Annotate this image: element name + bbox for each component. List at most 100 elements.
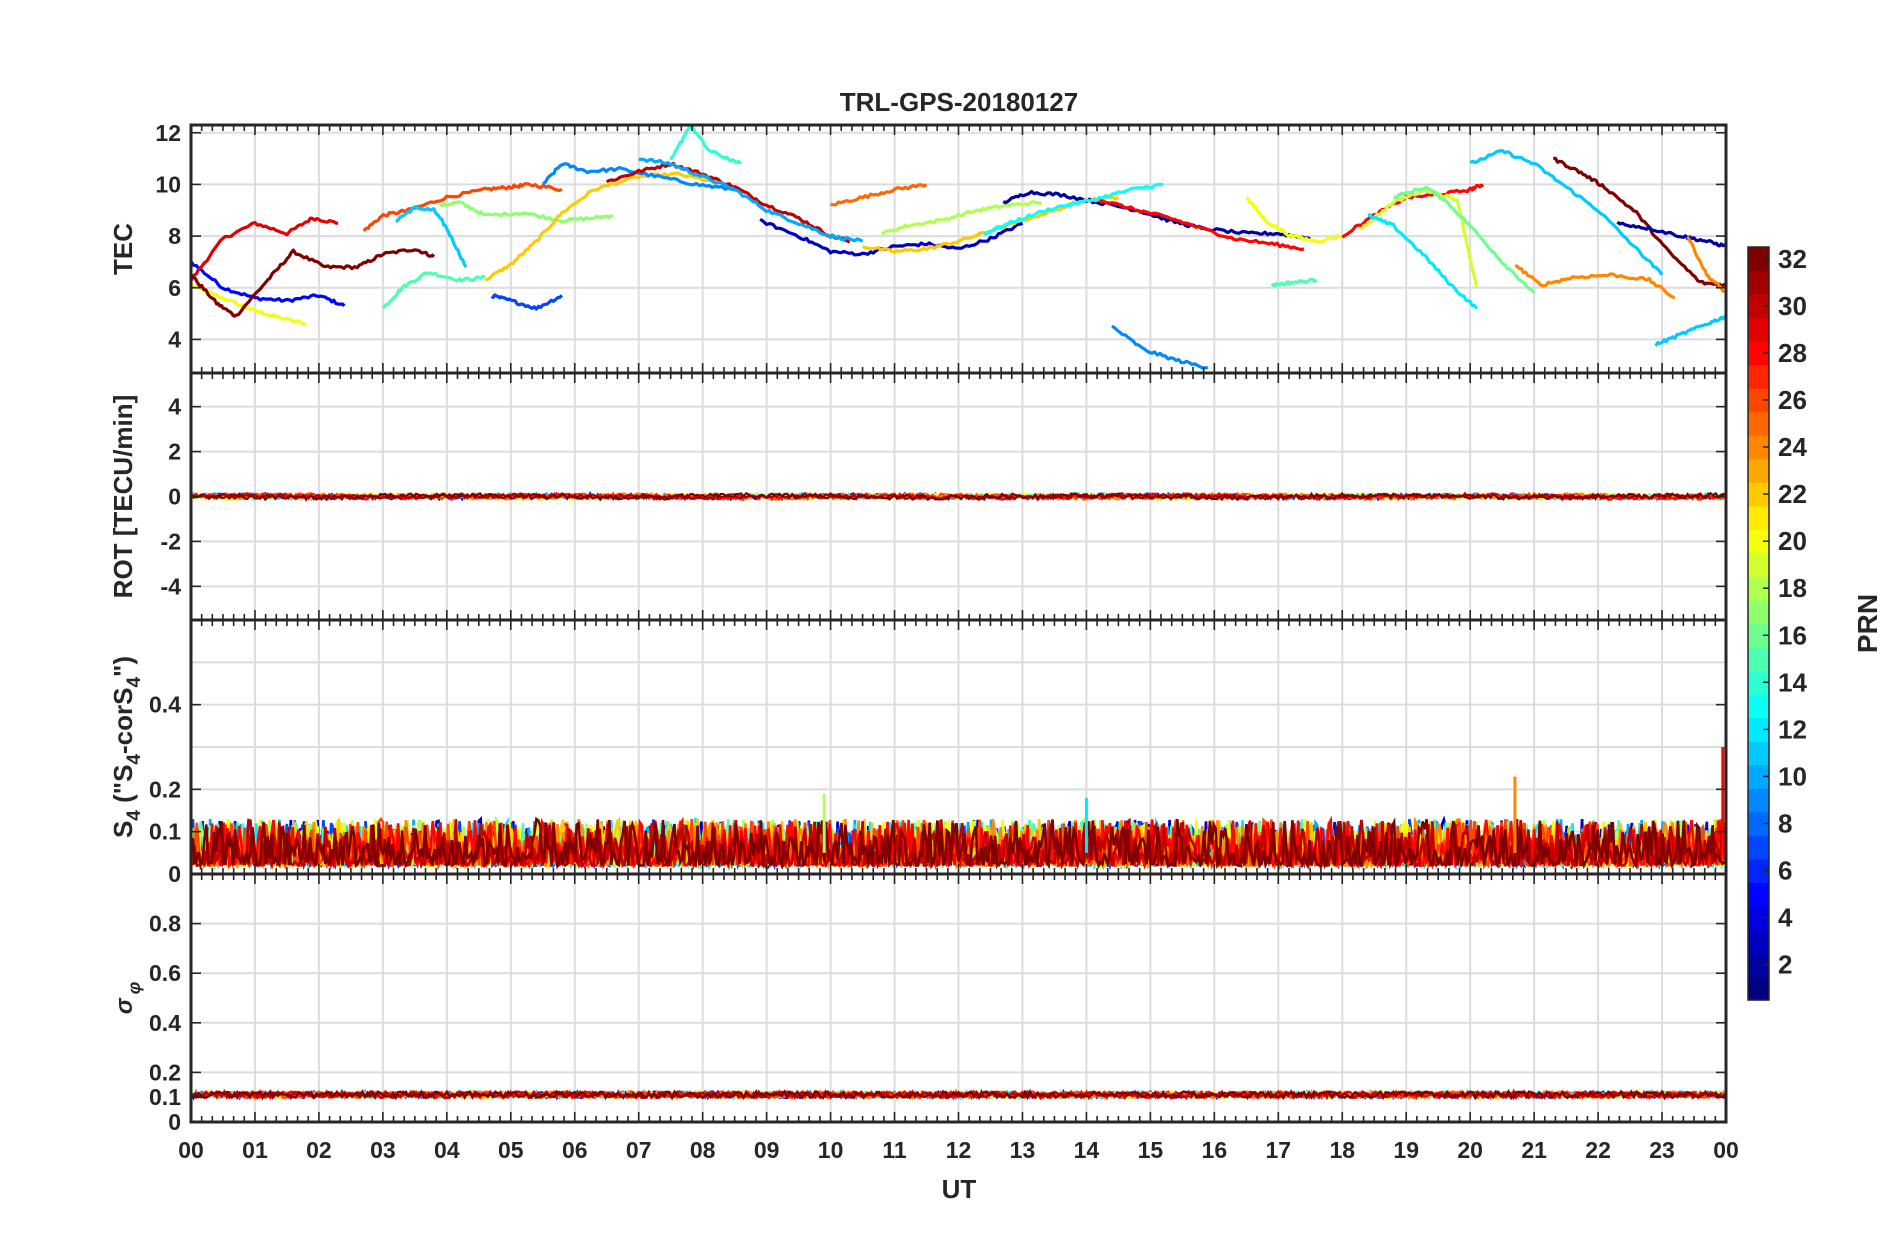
- tec-series-line: [983, 182, 1164, 236]
- colorbar-tick-label: 2: [1778, 950, 1792, 980]
- y-tick-label: 0.8: [149, 911, 181, 937]
- x-tick-label: 06: [562, 1137, 588, 1163]
- colorbar-segment: [1748, 458, 1769, 483]
- colorbar-frame: [1747, 246, 1770, 1001]
- y-tick-label: -2: [161, 528, 181, 554]
- y-axis-label: σφ: [111, 981, 144, 1014]
- tec-series-line: [1246, 196, 1343, 244]
- y-axis-label: ROT [TECU/min]: [108, 395, 138, 599]
- x-tick-label: 12: [946, 1137, 972, 1163]
- y-tick-label: 0: [168, 1109, 181, 1135]
- x-tick-label: 14: [1074, 1137, 1100, 1163]
- tec-series-line: [191, 260, 346, 308]
- tec-series-line: [830, 183, 928, 207]
- tec-series-line: [395, 205, 468, 268]
- colorbar-segment: [1748, 529, 1769, 554]
- colorbar-tick-label: 24: [1778, 432, 1807, 462]
- colorbar-segment: [1748, 882, 1769, 907]
- colorbar-tick-label: 16: [1778, 620, 1807, 650]
- colorbar-tick-label: 12: [1778, 714, 1807, 744]
- colorbar-segment: [1748, 552, 1769, 578]
- tec-series-line: [1360, 187, 1479, 289]
- tec-series-line: [638, 157, 864, 243]
- colorbar-segment: [1748, 764, 1769, 789]
- tec-series-line: [1111, 324, 1208, 370]
- colorbar-label: PRN: [1852, 594, 1883, 653]
- colorbar-tick-label: 8: [1778, 809, 1792, 839]
- colorbar-segment: [1748, 788, 1769, 813]
- tec-series-line: [191, 216, 339, 282]
- tec-series-line: [484, 171, 717, 282]
- x-tick-label: 13: [1010, 1137, 1036, 1163]
- tec-series-line: [605, 161, 850, 244]
- colorbar-segment: [1748, 929, 1769, 954]
- x-tick-label: 00: [178, 1137, 204, 1163]
- colorbar-segment: [1748, 670, 1769, 695]
- colorbar-segment: [1748, 717, 1769, 742]
- panel-frame: [189, 872, 1728, 1124]
- plot-area: [191, 491, 1726, 502]
- x-tick-label: 07: [626, 1137, 652, 1163]
- label-part: φ: [124, 981, 144, 994]
- x-tick-label: 16: [1202, 1137, 1228, 1163]
- plot-area: [191, 1088, 1726, 1101]
- tec-series-line: [1392, 185, 1536, 294]
- x-tick-label: 17: [1265, 1137, 1291, 1163]
- x-tick-label: 21: [1521, 1137, 1547, 1163]
- y-tick-label: 10: [155, 171, 181, 197]
- colorbar-tick-label: 22: [1778, 479, 1807, 509]
- tec-series-line: [1341, 183, 1485, 239]
- tec-series-line: [1514, 264, 1676, 300]
- minor-ticks: [190, 373, 1727, 620]
- plot-area: [191, 125, 1726, 370]
- colorbar-segment: [1748, 247, 1769, 272]
- y-axis-label: S4 ("S4-corS4"): [108, 656, 145, 838]
- tec-series-line: [1654, 314, 1726, 347]
- tec-series-line: [1469, 148, 1664, 276]
- tec-series-line: [439, 200, 614, 224]
- x-tick-label: 00: [1713, 1137, 1739, 1163]
- tec-series-line: [1616, 220, 1726, 248]
- colorbar-segment: [1748, 388, 1769, 413]
- x-tick-label: 08: [690, 1137, 716, 1163]
- colorbar-segment: [1748, 576, 1769, 601]
- minor-ticks: [190, 620, 1727, 875]
- colorbar-segment: [1748, 435, 1769, 460]
- panel-tec: 4 6 8 10 12 TEC: [108, 120, 1728, 375]
- plot-area: [191, 747, 1726, 871]
- label-part: 4: [124, 810, 145, 821]
- colorbar-tick-label: 4: [1778, 903, 1793, 933]
- colorbar-segment: [1748, 294, 1769, 319]
- tec-series-line: [191, 248, 436, 318]
- rot-series-line: [191, 491, 1726, 502]
- y-tick-label: -4: [161, 573, 182, 599]
- tec-series-line: [759, 217, 1024, 257]
- colorbar-segment: [1748, 623, 1769, 648]
- y-tick-label: 0: [168, 484, 181, 510]
- colorbar-segment: [1748, 694, 1769, 719]
- tec-series-line: [1002, 189, 1311, 241]
- tec-series-line: [669, 125, 743, 165]
- tec-series-line: [1686, 236, 1726, 294]
- colorbar-tick-label: 28: [1778, 338, 1807, 368]
- y-tick-label: 0.1: [149, 819, 181, 845]
- y-tick-label: 2: [168, 439, 181, 465]
- sigma-series-line: [191, 1088, 1726, 1101]
- colorbar-tick-label: 20: [1778, 526, 1807, 556]
- x-tick-label: 05: [498, 1137, 524, 1163]
- colorbar-segment: [1748, 741, 1769, 766]
- colorbar-segment: [1748, 411, 1769, 436]
- x-tick-label: 10: [818, 1137, 844, 1163]
- label-part: σ: [111, 997, 138, 1014]
- y-tick-label: 0.4: [149, 1010, 181, 1036]
- colorbar-segment: [1748, 858, 1769, 883]
- tec-series-line: [1270, 277, 1318, 288]
- x-tick-label: 22: [1585, 1137, 1611, 1163]
- y-tick-label: 12: [155, 120, 181, 146]
- x-axis-label: UT: [942, 1174, 977, 1204]
- label-part: "): [108, 656, 138, 677]
- label-part: S: [108, 821, 138, 838]
- x-tick-label: 11: [882, 1137, 907, 1163]
